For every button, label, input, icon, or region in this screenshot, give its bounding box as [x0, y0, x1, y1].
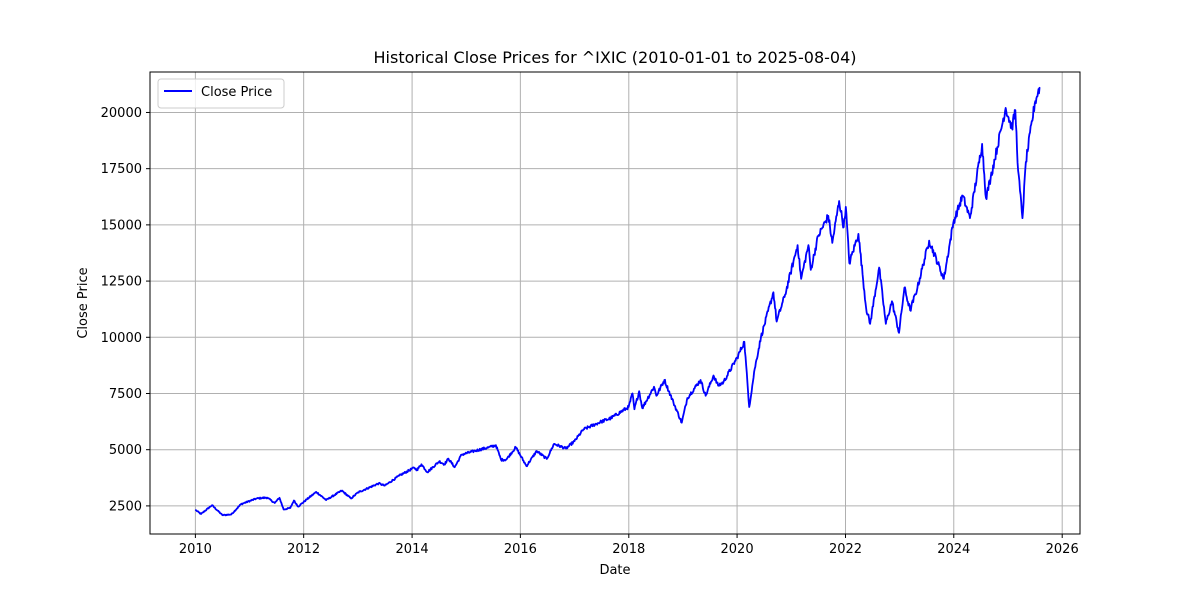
- y-tick-label-12500: 12500: [101, 275, 142, 290]
- series-layer: [194, 86, 1041, 517]
- legend-label-close-price: Close Price: [201, 85, 272, 100]
- y-tick-label-15000: 15000: [101, 218, 142, 233]
- series-line-0: [194, 86, 1041, 517]
- x-tick-label-2026: 2026: [1046, 542, 1079, 557]
- x-tick-label-2016: 2016: [504, 542, 537, 557]
- legend: Close Price: [157, 78, 285, 109]
- x-tick-label-2024: 2024: [937, 542, 970, 557]
- y-tick-label-10000: 10000: [101, 331, 142, 346]
- y-tick-label-5000: 5000: [109, 443, 142, 458]
- legend-box: [157, 78, 285, 109]
- y-tick-label-17500: 17500: [101, 162, 142, 177]
- y-tick-label-2500: 2500: [109, 499, 142, 514]
- x-tick-label-2020: 2020: [721, 542, 754, 557]
- x-tick-label-2018: 2018: [612, 542, 645, 557]
- tick-layer: 2010 2012 2014 2016 2018 2020 2022 2024 2026 2500…: [101, 106, 1079, 557]
- y-tick-label-7500: 7500: [109, 387, 142, 402]
- plot-frame: [149, 71, 1081, 535]
- chart-title: Historical Close Prices for ^IXIC (2010-…: [374, 48, 857, 67]
- x-axis-label: Date: [599, 563, 630, 578]
- grid-layer: [150, 72, 1080, 534]
- y-axis-label: Close Price: [76, 267, 91, 338]
- x-tick-label-2014: 2014: [396, 542, 429, 557]
- x-tick-label-2010: 2010: [179, 542, 212, 557]
- x-tick-label-2012: 2012: [287, 542, 320, 557]
- x-tick-label-2022: 2022: [829, 542, 862, 557]
- y-tick-label-20000: 20000: [101, 106, 142, 121]
